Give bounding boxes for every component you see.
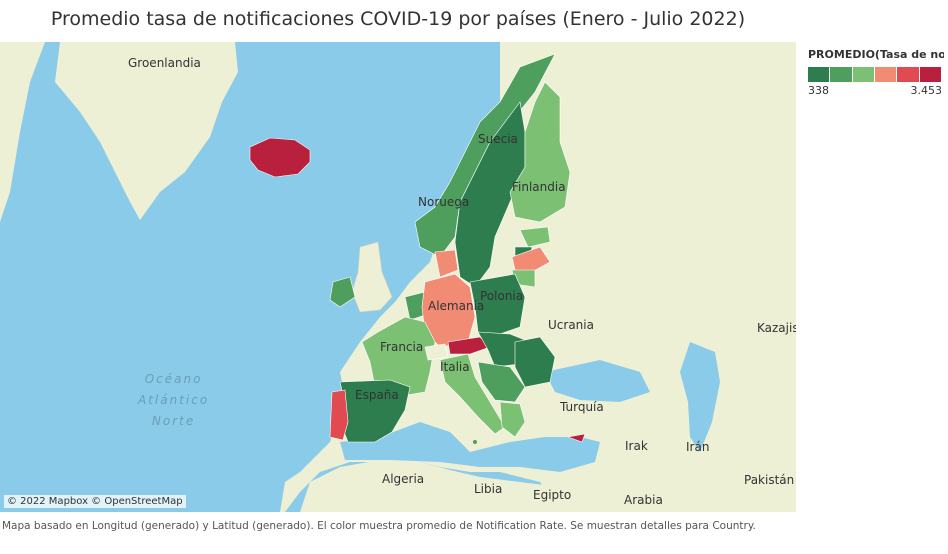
label-oceano: Océano Atlántico Norte (138, 369, 209, 432)
label-argelia: Algeria (382, 472, 425, 486)
legend-swatch (897, 67, 919, 82)
water-caspian (680, 342, 720, 452)
country-denmark[interactable] (434, 249, 459, 278)
chart-title: Promedio tasa de notificaciones COVID-19… (50, 8, 746, 30)
water-mediterranean (340, 422, 600, 472)
country-greece[interactable] (499, 401, 526, 438)
label-polonia: Polonia (480, 289, 524, 303)
legend-swatch (808, 67, 830, 82)
label-arabia: Arabia (624, 493, 663, 507)
color-legend: PROMEDIO(Tasa de not.. 338 3.453 (808, 48, 944, 97)
label-finlandia: Finlandia (512, 180, 566, 194)
land-greenland (55, 42, 238, 220)
label-noruega: Noruega (418, 195, 470, 209)
label-oceano-line: Norte (151, 414, 196, 428)
label-kazajistan: Kazajis (757, 321, 796, 335)
label-turquia: Turquía (560, 400, 604, 414)
legend-swatch (874, 67, 897, 82)
map-svg (0, 42, 796, 512)
label-oceano-line: Atlántico (138, 393, 210, 407)
land-africa (300, 460, 600, 512)
label-libia: Libia (474, 482, 503, 496)
country-uk[interactable] (351, 241, 393, 313)
label-suecia: Suecia (478, 132, 518, 146)
map-caption: Mapa basado en Longitud (generado) y Lat… (2, 520, 756, 532)
legend-swatch (830, 67, 852, 82)
label-italia: Italia (440, 360, 470, 374)
country-lithuania[interactable] (511, 246, 551, 273)
land-west (0, 42, 45, 222)
label-ucrania: Ucrania (548, 318, 594, 332)
label-espana: España (355, 388, 399, 402)
country-poland[interactable] (469, 273, 526, 335)
country-baltic-north[interactable] (519, 226, 551, 248)
legend-max: 3.453 (910, 84, 943, 97)
legend-values: 338 3.453 (808, 84, 942, 97)
label-oceano-line: Océano (144, 372, 203, 386)
country-malta[interactable] (473, 440, 477, 444)
label-pakistan: Pakistán (744, 473, 795, 487)
country-iceland[interactable] (249, 137, 311, 178)
label-francia: Francia (380, 340, 424, 354)
label-alemania: Alemania (428, 299, 485, 313)
legend-color-bar (808, 67, 942, 82)
label-iran: Irán (686, 440, 710, 454)
legend-min: 338 (808, 84, 829, 97)
country-france[interactable] (361, 316, 436, 398)
country-finland[interactable] (509, 81, 571, 223)
legend-title: PROMEDIO(Tasa de not.. (808, 48, 944, 61)
country-switzerland[interactable] (424, 343, 449, 361)
label-groenlandia: Groenlandia (128, 56, 201, 70)
country-romania[interactable] (514, 336, 556, 388)
legend-swatch (852, 67, 874, 82)
label-egipto: Egipto (533, 488, 572, 502)
country-portugal[interactable] (329, 389, 349, 441)
label-irak: Irak (625, 439, 648, 453)
water-black-sea (545, 360, 650, 402)
country-balkans[interactable] (477, 361, 526, 403)
country-italy[interactable] (439, 353, 506, 435)
map-attribution[interactable]: © 2022 Mapbox © OpenStreetMap (4, 495, 186, 508)
country-austria[interactable] (447, 336, 491, 355)
legend-swatch (919, 67, 941, 82)
map-canvas[interactable]: Groenlandia Suecia Finlandia Noruega Ale… (0, 42, 796, 512)
country-cyprus[interactable] (566, 433, 586, 443)
country-ireland[interactable] (329, 276, 356, 308)
